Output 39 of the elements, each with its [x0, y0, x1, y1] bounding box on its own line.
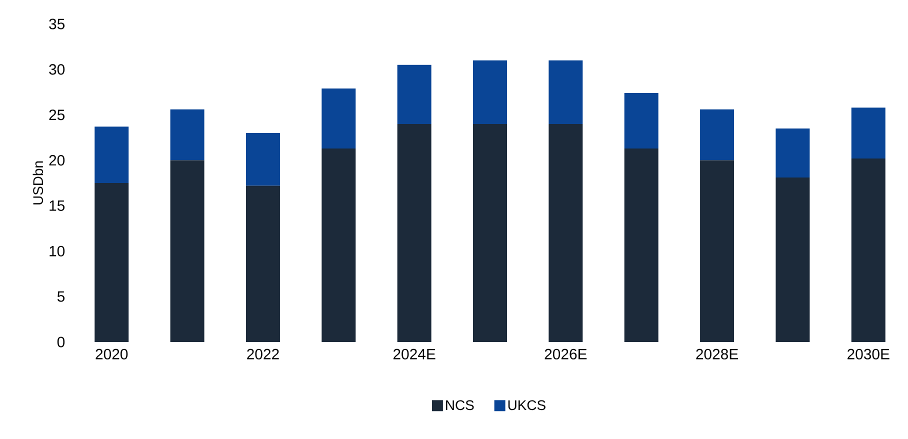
- bar: [170, 109, 204, 160]
- y-tick-label: 20: [49, 154, 65, 166]
- x-tick-label: 2020: [96, 348, 128, 360]
- bar: [94, 126, 129, 183]
- bar: [473, 124, 508, 342]
- y-tick-label: 25: [49, 110, 65, 120]
- bar: [94, 183, 129, 342]
- x-tick-label: 2028E: [696, 348, 738, 360]
- bar: [700, 109, 734, 160]
- bar: [776, 128, 810, 178]
- y-tick-label: 5: [57, 291, 65, 302]
- legend-label: NCS: [446, 400, 474, 410]
- bar: [624, 93, 658, 148]
- bar: [473, 60, 508, 124]
- bar: [170, 160, 204, 342]
- y-tick-label: 30: [49, 64, 65, 75]
- bar: [397, 124, 432, 342]
- y-tick-label: 35: [49, 18, 65, 30]
- bar: [397, 64, 432, 124]
- bar: [548, 124, 583, 342]
- bar: [322, 148, 356, 342]
- bar: [624, 148, 658, 342]
- bar: [851, 108, 886, 158]
- y-tick-label: 0: [57, 336, 65, 348]
- x-tick-label: 2024E: [393, 348, 436, 360]
- x-tick-label: 2022: [247, 348, 279, 360]
- x-tick-label: 2030E: [848, 348, 890, 360]
- x-tick-label: 2026E: [544, 348, 587, 360]
- y-axis-title: USDbn: [32, 161, 44, 204]
- bar: [246, 186, 280, 342]
- legend-label: UKCS: [508, 400, 546, 410]
- bar: [851, 158, 886, 342]
- y-tick-label: 15: [50, 200, 65, 211]
- bar: [548, 60, 583, 124]
- bar: [700, 160, 734, 342]
- y-tick-label: 10: [50, 246, 65, 256]
- bar: [322, 88, 356, 148]
- bar: [776, 178, 810, 342]
- bar: [246, 133, 280, 186]
